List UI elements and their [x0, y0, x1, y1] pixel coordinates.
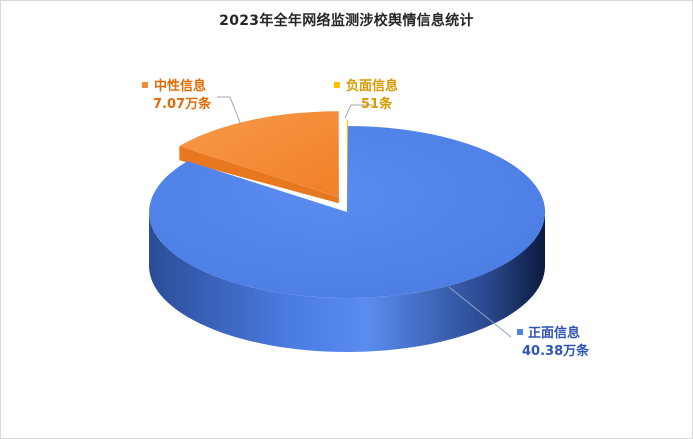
label-key-负面信息 — [334, 82, 340, 88]
label-name-中性信息: 中性信息 — [154, 78, 206, 94]
label-name-正面信息: 正面信息 — [528, 325, 580, 341]
slice-inner-中性信息 — [179, 146, 339, 204]
label-value-中性信息: 7.07万条 — [153, 96, 212, 112]
label-name-负面信息: 负面信息 — [346, 78, 398, 94]
chart-title: 2023年全年网络监测涉校舆情信息统计 — [219, 13, 474, 29]
slice-负面信息 — [346, 119, 349, 206]
slice-正面信息 — [149, 125, 546, 299]
leader-line-中性信息 — [217, 96, 242, 126]
leader-line-负面信息 — [344, 104, 373, 119]
label-value-负面信息: 51条 — [361, 96, 393, 112]
label-key-中性信息 — [142, 82, 148, 88]
label-value-正面信息: 40.38万条 — [522, 343, 590, 359]
leader-line-正面信息 — [448, 286, 512, 338]
slice-side-正面信息 — [149, 212, 545, 352]
slice-中性信息 — [179, 111, 339, 198]
label-key-正面信息 — [517, 329, 523, 335]
